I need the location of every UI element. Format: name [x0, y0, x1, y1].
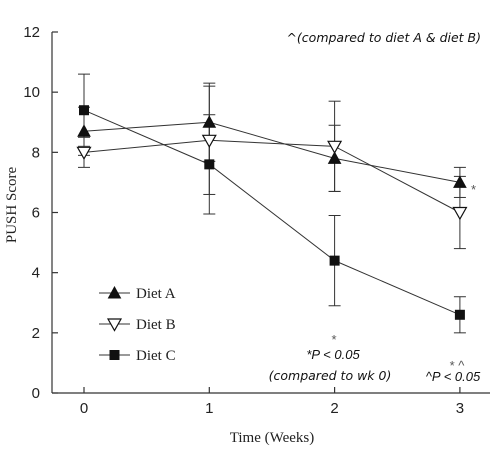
point-diet-b [76, 146, 92, 161]
legend-label: Diet B [136, 317, 176, 333]
annotation-wk2-significance: *P < 0.05 [306, 347, 360, 362]
legend-item-diet-c: Diet C [99, 348, 176, 364]
point-diet-c [79, 105, 89, 116]
legend-marker [107, 285, 122, 299]
point-diet-a [453, 175, 467, 188]
series-line-diet-b [83, 139, 461, 213]
annotation-wk2-note: (compared to wk 0) [269, 368, 392, 383]
plot-area [76, 73, 468, 334]
point-diet-a [77, 124, 91, 137]
y-tick-label: 4 [32, 265, 40, 282]
point-diet-c [204, 159, 215, 170]
annotation-top-note: ^(compared to diet A & diet B) [286, 30, 481, 45]
point-diet-a [327, 151, 342, 164]
annotation-wk3-marks: * ^ [450, 358, 466, 373]
x-tick-label: 3 [456, 400, 464, 417]
legend-item-diet-a: Diet A [99, 285, 176, 302]
series-line-diet-c [83, 109, 461, 316]
x-tick-label: 0 [80, 400, 88, 417]
y-tick-label: 2 [32, 325, 40, 342]
y-tick-label: 0 [32, 385, 40, 402]
point-diet-c [454, 309, 465, 320]
legend-marker [106, 318, 123, 332]
legend-label: Diet C [136, 348, 176, 364]
errorbars-diet-b [78, 85, 466, 250]
point-diet-c [329, 255, 340, 266]
x-tick-label: 1 [205, 400, 213, 417]
legend: Diet A Diet B Diet C [99, 285, 176, 364]
x-axis-label: Time (Weeks) [230, 430, 314, 446]
point-diet-b [452, 206, 468, 221]
y-tick-label: 10 [23, 84, 40, 101]
annotation-star-wk2: * [331, 332, 336, 347]
annotation-star-diet-a: * [471, 182, 476, 197]
y-tick-label: 8 [32, 144, 40, 161]
point-diet-b [201, 134, 217, 149]
legend-item-diet-b: Diet B [99, 317, 176, 333]
y-axis-label: PUSH Score [4, 167, 20, 244]
series-line-diet-a [83, 121, 460, 183]
point-diet-b [327, 140, 343, 155]
y-tick-label: 12 [23, 24, 40, 41]
legend-label: Diet A [136, 286, 176, 302]
legend-marker [109, 350, 120, 360]
annotation-wk3-significance: ^P < 0.05 [426, 369, 481, 384]
x-tick-label: 2 [330, 400, 338, 417]
point-diet-a [202, 115, 217, 128]
y-tick-label: 6 [32, 205, 40, 222]
